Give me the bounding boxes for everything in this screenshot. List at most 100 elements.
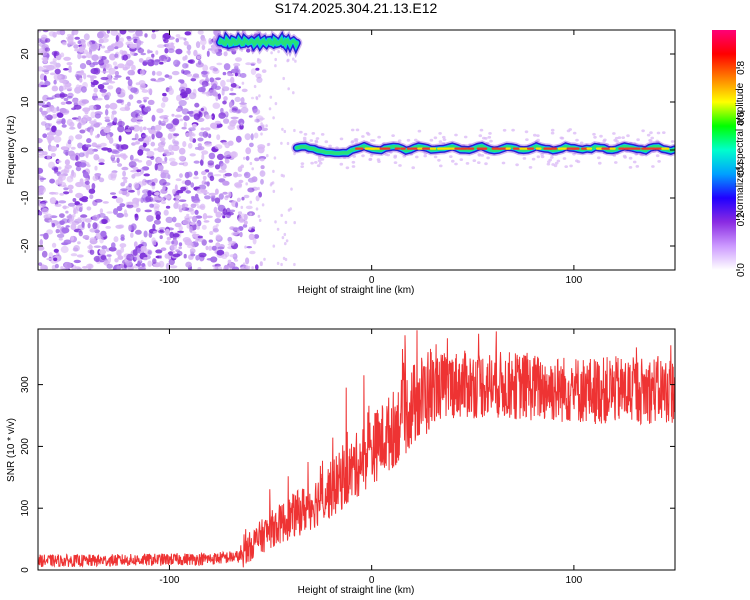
spectrogram-speckle [88, 266, 92, 270]
snr-panel: -100 0 100 0 100 200 300 Height of straight l… [6, 328, 676, 596]
spectrogram-speckle [274, 220, 277, 224]
spectrogram-speckle [98, 158, 105, 163]
spectrogram-speckle [198, 252, 207, 258]
spectrogram-speckle [221, 86, 230, 92]
spectrogram-speckle [77, 142, 83, 149]
spectrogram-speckle [415, 155, 419, 159]
spectrogram-speckle [602, 139, 606, 143]
spectrogram-speckle [354, 140, 359, 143]
spectrogram-speckle [158, 229, 165, 234]
spectrogram-speckle [93, 87, 98, 93]
spectrogram-speckle [224, 158, 230, 164]
spectrogram-speckle [92, 61, 99, 66]
spectrogram-speckle [230, 151, 238, 158]
spectrogram-speckle [222, 180, 230, 186]
spectrogram-speckle [151, 114, 156, 122]
spectrogram-speckle [181, 69, 185, 74]
spectrogram-speckle [48, 161, 55, 169]
spectrogram-speckle [249, 161, 253, 166]
snr-y-axis-label: SNR (10 * v/v) [6, 418, 17, 482]
spectrogram-speckle [51, 125, 57, 133]
spectrogram-speckle [106, 211, 113, 214]
spectrogram-speckle [536, 134, 540, 138]
spectrogram-speckle [134, 158, 139, 161]
spectrogram-speckle [277, 50, 280, 54]
spectrogram-speckle [300, 162, 305, 166]
spectrogram-speckle [240, 205, 244, 209]
spectrogram-speckle [104, 63, 113, 71]
spectrogram-speckle [54, 68, 61, 75]
spectrogram-speckle [125, 76, 131, 80]
spectrogram-speckle [121, 176, 128, 180]
spectrogram-speckle [243, 194, 250, 199]
spectrogram-speckle [477, 161, 481, 165]
spectrogram-speckle [579, 141, 584, 145]
spectrogram-speckle [208, 239, 213, 243]
spectrogram-speckle [102, 201, 109, 204]
spectrogram-speckle [178, 147, 186, 155]
spectrogram-speckle [105, 104, 110, 109]
spectrogram-speckle [89, 194, 94, 200]
spectrogram-speckle [179, 79, 185, 84]
spectrogram-speckle [351, 160, 356, 164]
spectrogram-speckle [140, 245, 147, 252]
spectrogram-speckle [178, 246, 182, 250]
spectrogram-speckle [175, 34, 181, 38]
spectrogram-speckle [114, 75, 122, 78]
spectrogram-speckle [249, 250, 256, 255]
spectrogram-speckle [260, 122, 263, 126]
spectrogram-speckle [655, 139, 659, 143]
spectrogram-speckle [272, 189, 276, 193]
spectrogram-speckle [155, 50, 159, 55]
spectrogram-speckle [153, 60, 159, 66]
spectrogram-speckle [216, 134, 221, 141]
spectrogram-speckle [86, 59, 92, 66]
spectrogram-speckle [511, 128, 515, 132]
spectrogram-speckle [194, 209, 199, 215]
spectrogram-speckle [131, 137, 137, 141]
spectrogram-speckle [189, 242, 194, 246]
spectrogram-speckle [205, 215, 213, 219]
spectrogram-speckle [216, 153, 224, 161]
spectrogram-speckle [317, 159, 322, 163]
spectrogram-speckle [99, 208, 104, 214]
spectrogram-speckle [153, 230, 158, 234]
spectrogram-speckle [151, 182, 156, 186]
spectrogram-speckle [137, 48, 145, 54]
spectrogram-speckle [167, 133, 173, 140]
spectrogram-speckle [641, 129, 645, 133]
spectrogram-speckle [216, 51, 223, 57]
snr-frame [37, 328, 676, 571]
spectrogram-speckle [164, 156, 168, 162]
spectrogram-speckle [172, 253, 181, 258]
spectrogram-speckle [70, 253, 78, 257]
spectrogram-speckle [118, 224, 125, 229]
spectrogram-speckle [243, 213, 248, 221]
spectrogram-speckle [137, 121, 141, 125]
spectrogram-speckle [292, 57, 295, 61]
spectrogram-speckle [280, 141, 283, 145]
spectrogram-speckle [442, 135, 446, 139]
spectrogram-speckle [274, 57, 278, 62]
spectrogram-speckle [118, 190, 123, 195]
spectrogram-speckle [116, 99, 123, 104]
spectrogram-speckle [224, 172, 232, 177]
spectrogram-speckle [84, 184, 90, 189]
spectrogram-speckle [414, 138, 418, 142]
spectrogram-speckle [61, 74, 68, 80]
spectrogram-speckle [257, 57, 260, 62]
spectrogram-speckle [105, 225, 112, 229]
spectrogram-speckle [200, 107, 204, 112]
spectrogram-speckle [284, 220, 288, 224]
snr-y-tick-label: 200 [20, 438, 31, 455]
spectrogram-speckle [164, 74, 170, 78]
spectrogram-speckle [97, 84, 105, 90]
spectrogram-speckle [117, 125, 125, 133]
spectrogram-speckle [592, 132, 596, 136]
spectrogram-speckle [63, 97, 69, 102]
spectrogram-speckle [77, 217, 83, 220]
spectrogram-speckle [433, 136, 438, 140]
spectrogram-speckle [241, 88, 248, 93]
spectrogram-speckle [66, 62, 73, 66]
spectrogram-speckle [49, 132, 56, 136]
